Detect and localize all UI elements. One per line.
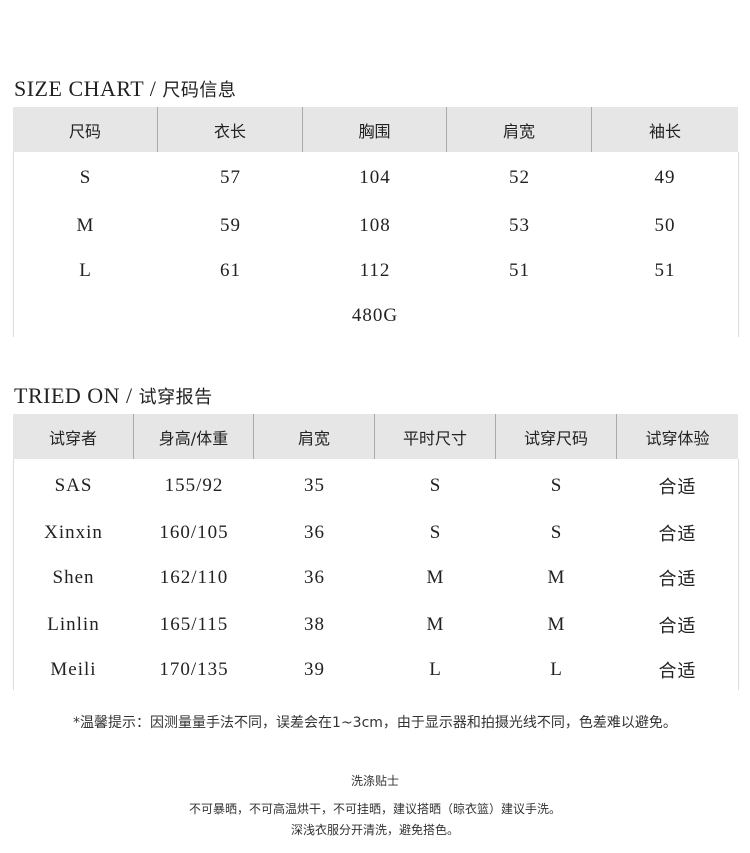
table-cell: S (429, 475, 442, 496)
table-cell: 165/115 (159, 614, 229, 635)
header-cell: 试穿尺码 (496, 414, 617, 459)
table-cell: 61 (220, 260, 241, 281)
care-line: 深浅衣服分开清洗，避免搭色。 (290, 823, 459, 837)
table-cell: 51 (654, 260, 676, 281)
title-text: SIZE CHART / (14, 76, 157, 101)
header-cell: 衣长 (158, 107, 303, 152)
table-cell: 162/110 (159, 567, 229, 588)
title-subtitle: 试穿报告 (138, 387, 213, 408)
table-cell: 49 (654, 167, 676, 188)
table-cell: 51 (509, 260, 530, 281)
table-cell: 合适 (658, 569, 697, 590)
title-subtitle: 尺码信息 (162, 80, 237, 101)
table-cell: 52 (509, 167, 530, 188)
table-cell: M (426, 567, 445, 588)
table-cell: 合适 (658, 524, 697, 545)
table-cell: 合适 (658, 477, 697, 498)
table-cell: S (550, 522, 563, 543)
table-border (13, 152, 14, 337)
table-border (13, 459, 14, 690)
table-cell: L (429, 659, 442, 680)
header-cell: 胸围 (303, 107, 447, 152)
table-cell: 160/105 (159, 522, 229, 543)
note: *温馨提示：因测量量手法不同，误差会在1~3cm，由于显示器和拍摄光线不同，色差… (73, 715, 677, 731)
table-border (738, 459, 739, 690)
header-cell: 试穿体验 (645, 428, 710, 448)
header-cell: 试穿者 (13, 414, 134, 459)
table-cell: 53 (509, 215, 530, 236)
table-border (738, 152, 739, 337)
tried-on-title: TRIED ON / 试穿报告 (14, 383, 213, 409)
table-cell: S (429, 522, 442, 543)
header-cell: 肩宽 (447, 107, 592, 152)
table-header (13, 107, 738, 152)
header-cell: 袖长 (648, 121, 681, 141)
header-cell: 尺码 (13, 107, 158, 152)
table-cell: 57 (220, 167, 241, 188)
table-cell: 112 (359, 260, 391, 281)
table-cell: 38 (304, 614, 325, 635)
care-title: 洗涤贴士 (350, 774, 399, 788)
table-cell: 36 (304, 522, 325, 543)
table-footer: 480G (351, 305, 399, 326)
table-cell: 合适 (658, 616, 697, 637)
table-cell: M (547, 614, 566, 635)
title-text: TRIED ON / (14, 383, 133, 408)
header-cell: 平时尺寸 (375, 414, 496, 459)
table-cell: L (79, 260, 92, 281)
table-cell: Shen (52, 567, 95, 588)
table-cell: 104 (359, 167, 391, 188)
care-line: 不可暴晒，不可高温烘干，不可挂晒，建议搭晒（晾衣篮）建议手洗。 (188, 802, 561, 816)
table-cell: 170/135 (159, 659, 229, 680)
table-cell: M (547, 567, 566, 588)
header-cell: 肩宽 (254, 414, 375, 459)
table-cell: S (79, 167, 92, 188)
table-cell: 35 (304, 475, 325, 496)
table-cell: 108 (359, 215, 391, 236)
table-cell: SAS (54, 475, 93, 496)
table-cell: M (76, 215, 95, 236)
table-cell: S (550, 475, 563, 496)
table-cell: L (550, 659, 563, 680)
table-cell: Linlin (47, 614, 100, 635)
table-cell: M (426, 614, 445, 635)
table-cell: 59 (220, 215, 241, 236)
header-cell: 身高/体重 (134, 414, 254, 459)
table-cell: 50 (654, 215, 676, 236)
table-cell: 36 (304, 567, 325, 588)
table-cell: Xinxin (44, 522, 103, 543)
size-chart-title: SIZE CHART / 尺码信息 (14, 76, 236, 102)
table-cell: 合适 (658, 661, 697, 682)
table-cell: 155/92 (164, 475, 224, 496)
table-cell: 39 (304, 659, 325, 680)
table-cell: Meili (50, 659, 97, 680)
